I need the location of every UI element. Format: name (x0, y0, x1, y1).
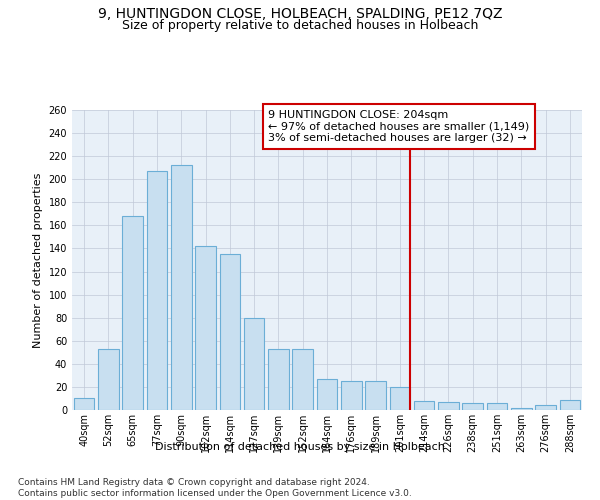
Bar (463, 403, 483, 410)
Text: 9, HUNTINGDON CLOSE, HOLBEACH, SPALDING, PE12 7QZ: 9, HUNTINGDON CLOSE, HOLBEACH, SPALDING,… (98, 8, 502, 22)
Bar (292, 349, 313, 410)
Bar (511, 408, 532, 410)
Text: Size of property relative to detached houses in Holbeach: Size of property relative to detached ho… (122, 18, 478, 32)
Bar (122, 216, 143, 410)
Bar (487, 403, 508, 410)
Text: Distribution of detached houses by size in Holbeach: Distribution of detached houses by size … (155, 442, 445, 452)
Bar (98, 349, 119, 410)
Bar (171, 166, 191, 410)
Bar (220, 254, 240, 410)
Text: Contains HM Land Registry data © Crown copyright and database right 2024.
Contai: Contains HM Land Registry data © Crown c… (18, 478, 412, 498)
Bar (268, 349, 289, 410)
Y-axis label: Number of detached properties: Number of detached properties (33, 172, 43, 348)
Bar (244, 318, 265, 410)
Bar (317, 379, 337, 410)
Bar (146, 171, 167, 410)
Bar (414, 401, 434, 410)
Bar (341, 381, 362, 410)
Bar (195, 246, 216, 410)
Bar (365, 381, 386, 410)
Text: 9 HUNTINGDON CLOSE: 204sqm
← 97% of detached houses are smaller (1,149)
3% of se: 9 HUNTINGDON CLOSE: 204sqm ← 97% of deta… (268, 110, 530, 143)
Bar (535, 406, 556, 410)
Bar (438, 402, 459, 410)
Bar (74, 398, 94, 410)
Bar (389, 387, 410, 410)
Bar (560, 400, 580, 410)
